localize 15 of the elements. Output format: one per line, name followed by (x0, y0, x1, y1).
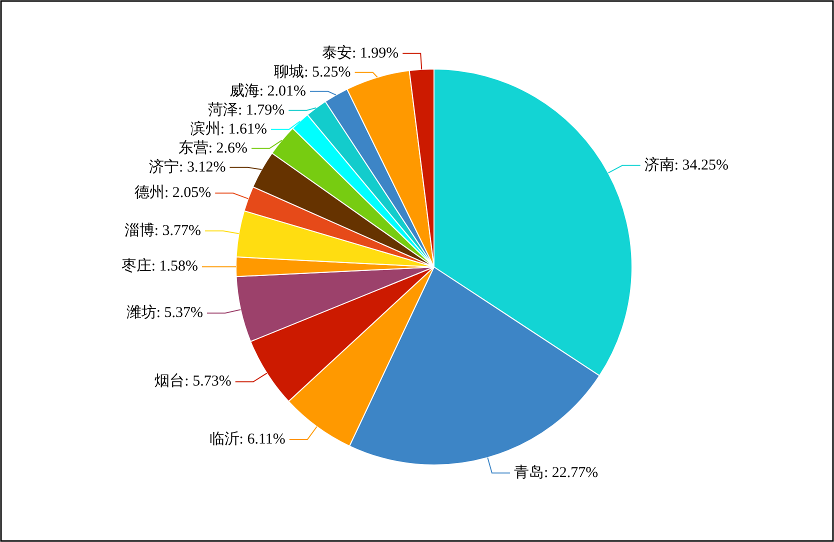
slice-label: 聊城: 5.25% (274, 63, 351, 80)
slice-label: 济南: 34.25% (644, 156, 729, 174)
slice-label: 威海: 2.01% (229, 82, 306, 100)
slice-label: 滨州: 1.61% (190, 120, 268, 138)
slice-label: 烟台: 5.73% (154, 372, 232, 390)
slice-label: 青岛: 22.77% (514, 464, 598, 481)
slice-label: 潍坊: 5.37% (126, 304, 204, 322)
slice-label: 菏泽: 1.79% (208, 101, 285, 118)
slice-label: 德州: 2.05% (134, 184, 212, 202)
slice-label: 济宁: 3.12% (149, 158, 226, 176)
slice-label: 泰安: 1.99% (322, 44, 399, 62)
slice-label: 东营: 2.6% (178, 139, 248, 156)
slice-label: 淄博: 3.77% (124, 222, 202, 239)
slice-label: 临沂: 6.11% (209, 430, 286, 448)
slice-label: 枣庄: 1.58% (121, 258, 198, 275)
